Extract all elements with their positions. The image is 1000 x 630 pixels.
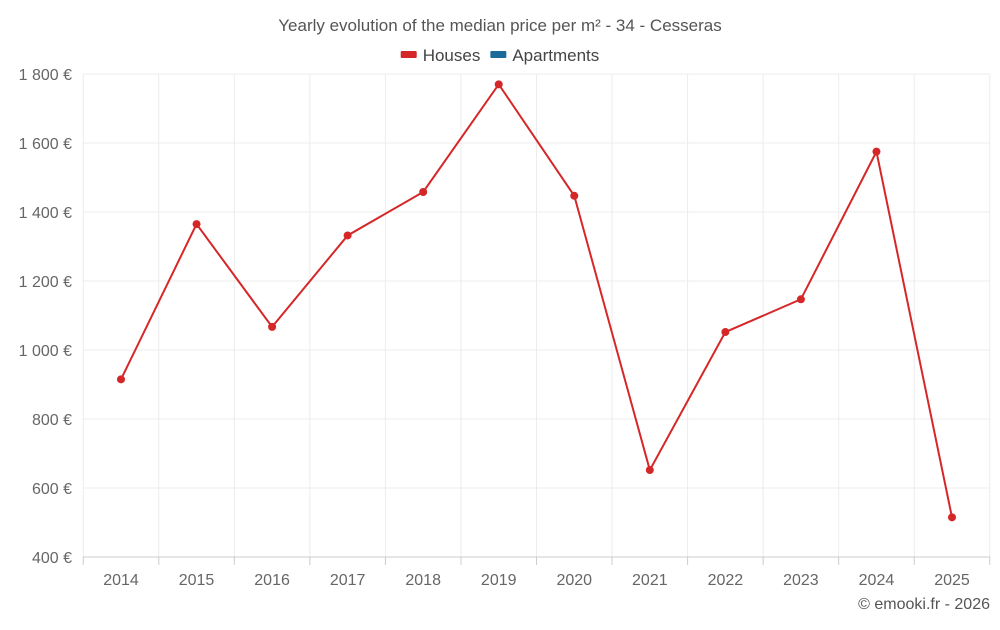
houses-point-2021 (645, 466, 654, 475)
y-tick-label: 1 200 € (19, 274, 72, 291)
x-tick-label: 2016 (254, 572, 290, 589)
x-tick-label: 2024 (859, 572, 895, 589)
x-tick-label: 2023 (783, 572, 819, 589)
y-tick-label: 1 600 € (19, 136, 72, 153)
y-tick-label: 1 800 € (19, 67, 72, 84)
houses-line (120, 82, 953, 518)
houses-point-2016 (268, 322, 277, 331)
legend-swatch-apartments (490, 51, 507, 58)
x-tick-label: 2019 (481, 572, 517, 589)
x-tick-label: 2018 (405, 572, 441, 589)
y-tick-label: 1 400 € (19, 205, 72, 222)
legend-label-houses: Houses (423, 46, 481, 65)
houses-point-2025 (948, 513, 956, 522)
x-tick-label: 2017 (330, 572, 366, 589)
houses-point-2018 (419, 187, 428, 196)
series (117, 80, 956, 522)
credit-text: © emooki.fr - 2026 (858, 596, 990, 613)
x-tick-label: 2021 (632, 572, 668, 589)
axes: 400 € 600 € 800 € 1 000 € 1 200 € 1 400 € 1 60… (19, 67, 991, 589)
gridlines (82, 73, 991, 557)
houses-point-2015 (192, 220, 201, 229)
houses-point-2014 (117, 375, 125, 384)
y-tick-label: 1 000 € (19, 343, 72, 360)
x-tick-label: 2020 (556, 572, 592, 589)
houses-point-2019 (494, 80, 503, 89)
houses-point-2017 (343, 231, 352, 240)
y-tick-label: 800 € (32, 412, 72, 429)
chart-title: Yearly evolution of the median price per… (278, 16, 721, 35)
houses-point-2024 (872, 147, 881, 156)
x-tick-label: 2025 (934, 572, 970, 589)
legend: Houses Apartments (400, 46, 599, 65)
legend-swatch-houses (400, 51, 417, 58)
houses-point-2020 (570, 191, 579, 200)
x-tick-label: 2014 (103, 572, 139, 589)
y-tick-label: 600 € (32, 481, 72, 498)
y-tick-label: 400 € (32, 550, 72, 567)
houses-point-2022 (721, 328, 730, 337)
x-tick-label: 2022 (708, 572, 744, 589)
houses-point-2023 (796, 295, 805, 304)
legend-label-apartments: Apartments (512, 46, 599, 65)
x-tick-label: 2015 (179, 572, 215, 589)
